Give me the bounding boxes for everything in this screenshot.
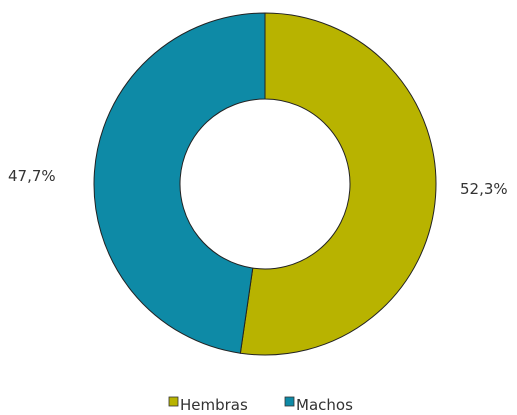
legend-label-hembras: Hembras [180,396,248,414]
chart-legend: Hembras Machos [168,396,353,414]
legend-swatch-hembras [168,396,179,407]
donut-slice-hembras [239,12,437,356]
legend-swatch-machos [284,396,295,407]
legend-label-machos: Machos [296,396,353,414]
data-label-hembras: 52,3% [460,180,508,198]
data-label-machos: 47,7% [8,167,56,185]
donut-slices [93,12,437,356]
donut-slice-machos [93,12,266,354]
